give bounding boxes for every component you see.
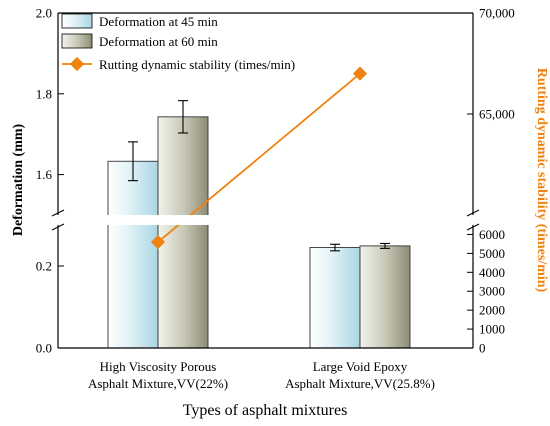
legend-marker-stability — [69, 56, 85, 72]
y-axis-left-label: Deformation (mm) — [11, 123, 26, 236]
legend-swatch-45 — [61, 13, 93, 29]
bars — [107, 100, 411, 349]
legend-label-stability: Rutting dynamic stability (times/min) — [99, 57, 295, 72]
legend: Deformation at 45 min Deformation at 60 … — [61, 13, 295, 72]
bar — [359, 245, 411, 349]
right-axis-tick-label: 2000 — [479, 303, 505, 318]
legend-label-60: Deformation at 60 min — [99, 34, 218, 49]
x-axis-tick-labels: High Viscosity Porous Asphalt Mixture,VV(… — [88, 359, 435, 391]
bar — [309, 247, 361, 349]
right-axis-tick-label: 5000 — [479, 246, 505, 261]
right-axis-tick-label: 65,000 — [479, 107, 515, 122]
axis-break-band — [58, 215, 473, 225]
right-axis-tick-label: 6000 — [479, 227, 505, 242]
x-axis-label: Types of asphalt mixtures — [183, 402, 348, 419]
right-axis-tick-label: 1000 — [479, 322, 505, 337]
x-tick-label: High Viscosity Porous — [100, 359, 217, 374]
bar — [107, 160, 159, 349]
left-axis-tick-label: 0.2 — [36, 259, 52, 274]
stability-point — [352, 66, 368, 81]
plot-layer — [58, 66, 473, 349]
x-tick-label: Asphalt Mixture,VV(25.8%) — [285, 376, 435, 391]
right-axis-tick-label: 70,000 — [479, 6, 515, 21]
break-mark-right-top — [466, 209, 480, 217]
break-mark-right-bottom — [466, 223, 480, 231]
right-axis-tick-label: 4000 — [479, 265, 505, 280]
right-axis-tick-label: 0 — [479, 341, 486, 356]
left-axis-tick-label: 1.8 — [36, 86, 52, 101]
x-tick-label: Asphalt Mixture,VV(22%) — [88, 376, 228, 391]
y-axis-right-label: Rutting dynamic stability (times/min) — [534, 68, 549, 293]
left-axis-tick-label: 2.0 — [36, 6, 52, 21]
stability-point — [150, 234, 166, 250]
stability-line-path — [157, 72, 361, 243]
left-axis-ticks: 0.0 0.2 1.6 1.8 2.0 — [36, 6, 64, 356]
right-axis-ticks: 0 1000 2000 3000 4000 5000 6000 65,000 70,000 — [467, 6, 515, 356]
left-axis-tick-label: 0.0 — [36, 341, 52, 356]
stability-line — [150, 66, 368, 250]
left-axis-tick-label: 1.6 — [36, 167, 53, 182]
legend-label-45: Deformation at 45 min — [99, 14, 218, 29]
break-mark-left-bottom — [51, 223, 65, 231]
legend-swatch-60 — [61, 33, 93, 49]
right-axis-tick-label: 3000 — [479, 284, 505, 299]
bar — [157, 116, 209, 349]
break-mark-left-top — [51, 209, 65, 217]
x-tick-label: Large Void Epoxy — [313, 359, 408, 374]
